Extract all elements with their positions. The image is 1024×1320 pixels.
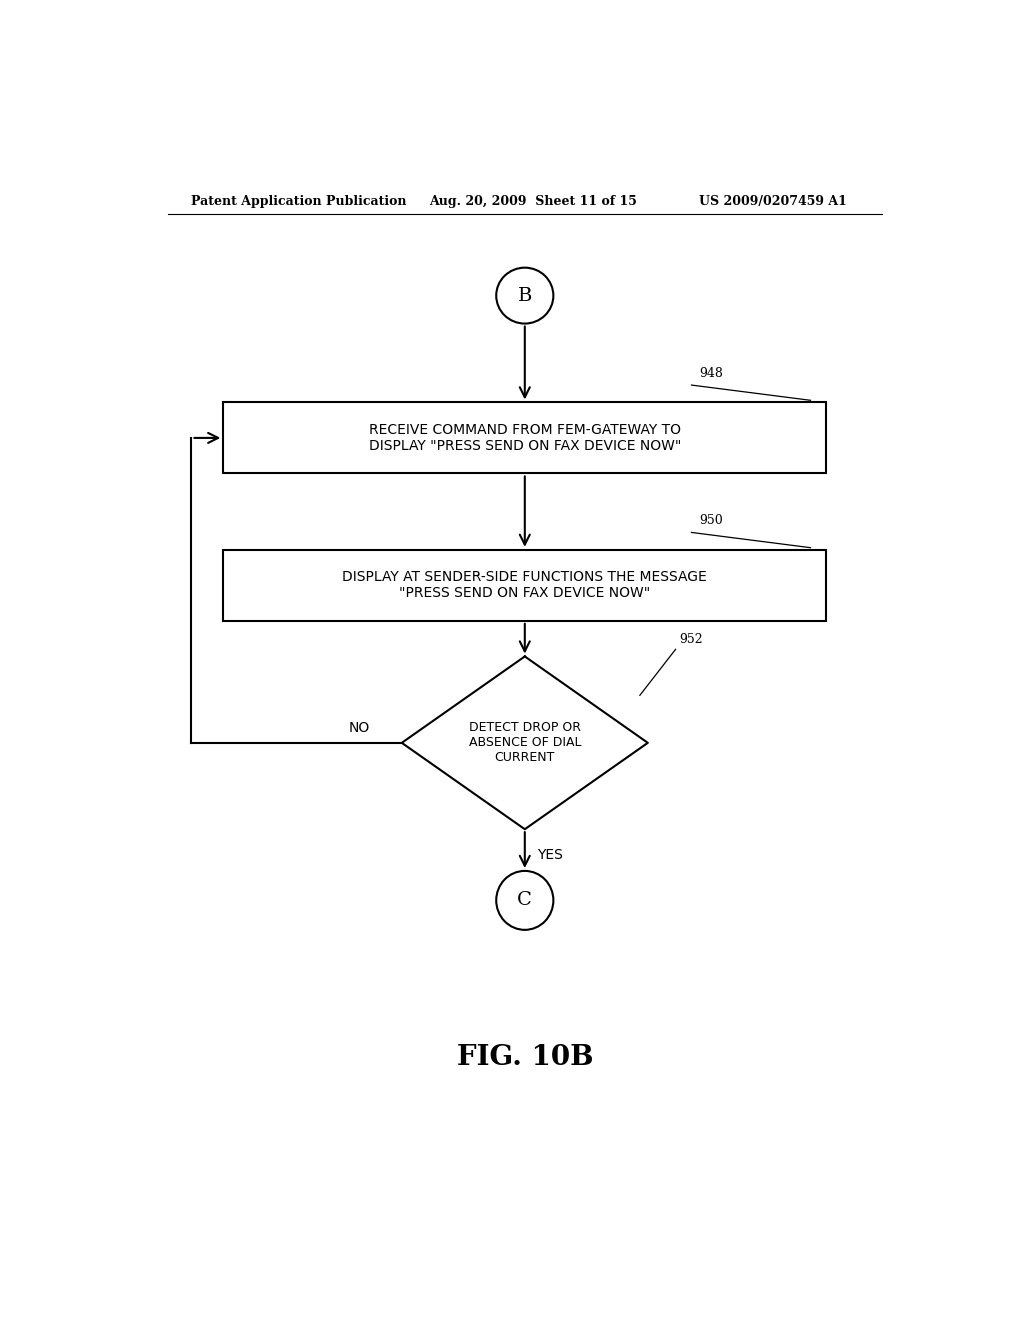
- Text: Aug. 20, 2009  Sheet 11 of 15: Aug. 20, 2009 Sheet 11 of 15: [430, 194, 638, 207]
- Polygon shape: [401, 656, 648, 829]
- Text: FIG. 10B: FIG. 10B: [457, 1044, 593, 1072]
- Text: Patent Application Publication: Patent Application Publication: [191, 194, 407, 207]
- Text: C: C: [517, 891, 532, 909]
- Text: NO: NO: [349, 721, 370, 735]
- Text: B: B: [517, 286, 532, 305]
- Text: 950: 950: [699, 515, 723, 528]
- Text: 952: 952: [680, 634, 703, 647]
- Text: RECEIVE COMMAND FROM FEM-GATEWAY TO
DISPLAY "PRESS SEND ON FAX DEVICE NOW": RECEIVE COMMAND FROM FEM-GATEWAY TO DISP…: [369, 422, 681, 453]
- FancyBboxPatch shape: [223, 403, 826, 474]
- Text: 948: 948: [699, 367, 723, 380]
- FancyBboxPatch shape: [223, 549, 826, 620]
- Text: US 2009/0207459 A1: US 2009/0207459 A1: [699, 194, 847, 207]
- Text: DETECT DROP OR
ABSENCE OF DIAL
CURRENT: DETECT DROP OR ABSENCE OF DIAL CURRENT: [469, 721, 581, 764]
- Text: DISPLAY AT SENDER-SIDE FUNCTIONS THE MESSAGE
"PRESS SEND ON FAX DEVICE NOW": DISPLAY AT SENDER-SIDE FUNCTIONS THE MES…: [342, 570, 708, 601]
- Text: YES: YES: [537, 847, 562, 862]
